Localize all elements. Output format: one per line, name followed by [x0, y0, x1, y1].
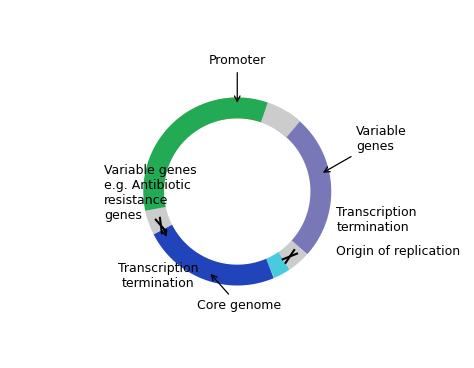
Text: Core genome: Core genome [197, 275, 281, 312]
Text: Promoter: Promoter [209, 54, 266, 102]
Text: Variable
genes: Variable genes [324, 125, 407, 172]
Text: Origin of replication: Origin of replication [337, 244, 461, 258]
Text: Transcription
termination: Transcription termination [337, 206, 417, 234]
Text: Transcription
termination: Transcription termination [118, 262, 198, 290]
Text: Variable genes
e.g. Antibiotic
resistance
genes: Variable genes e.g. Antibiotic resistanc… [104, 164, 197, 236]
